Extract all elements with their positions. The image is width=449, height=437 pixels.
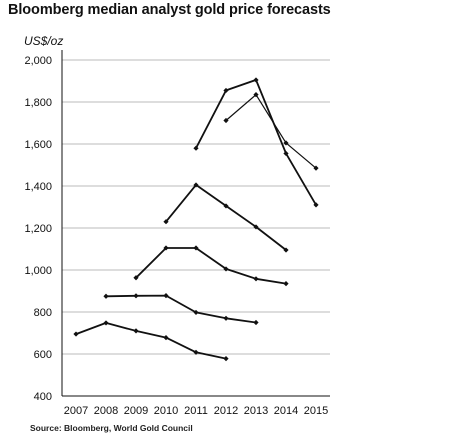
data-point-marker (223, 117, 229, 124)
axes (61, 50, 330, 397)
series-5 (193, 77, 319, 208)
chart-title: Bloomberg median analyst gold price fore… (8, 2, 331, 18)
data-point-marker (223, 203, 229, 209)
data-point-marker (73, 331, 79, 337)
x-tick-label: 2008 (94, 405, 118, 417)
data-point-marker (223, 315, 229, 321)
data-point-marker (133, 275, 139, 281)
data-point-marker (163, 245, 169, 251)
x-tick-label: 2014 (274, 405, 298, 417)
y-tick-label: 800 (34, 307, 52, 319)
series-line (75, 321, 227, 360)
series-2 (103, 293, 259, 326)
y-tick-label: 1,600 (24, 139, 52, 151)
x-tick-label: 2007 (64, 405, 88, 417)
data-point-marker (253, 276, 259, 282)
data-point-marker (193, 245, 199, 251)
data-point-marker (253, 319, 259, 326)
data-point-marker (283, 150, 289, 157)
series-lines (73, 77, 319, 362)
data-point-marker (223, 87, 229, 94)
data-point-marker (163, 219, 169, 225)
y-tick-label: 400 (34, 391, 52, 403)
data-point-marker (193, 145, 199, 151)
series-1 (73, 320, 229, 362)
y-tick-label: 1,400 (24, 181, 52, 193)
data-point-marker (103, 320, 109, 326)
data-point-marker (133, 293, 139, 299)
x-tick-label: 2012 (214, 405, 238, 417)
data-point-marker (133, 328, 139, 334)
series-6 (223, 92, 319, 171)
data-point-marker (313, 202, 319, 208)
data-point-marker (313, 165, 319, 171)
y-tick-label: 600 (34, 349, 52, 361)
y-tick-label: 2,000 (24, 55, 52, 67)
data-point-marker (193, 182, 199, 188)
data-point-marker (193, 349, 199, 355)
tick-labels: 400 600 800 1,000 1,200 1,400 1,600 1,800 2,000 2… (24, 55, 328, 417)
y-tick-label: 1,000 (24, 265, 52, 277)
grid-lines (62, 59, 330, 355)
data-point-marker (253, 92, 259, 98)
data-point-marker (223, 356, 229, 362)
y-axis-unit-label: US$/oz (24, 34, 64, 48)
x-tick-label: 2013 (244, 405, 268, 417)
series-line (135, 247, 287, 285)
series-line (165, 183, 287, 251)
data-point-marker (283, 247, 289, 253)
series-3 (133, 245, 289, 287)
data-point-marker (163, 335, 169, 341)
x-tick-label: 2009 (124, 405, 148, 417)
y-tick-label: 1,200 (24, 223, 52, 235)
series-line (105, 294, 257, 324)
data-point-marker (283, 281, 289, 287)
x-tick-label: 2010 (154, 405, 178, 417)
series-4 (163, 182, 289, 253)
data-point-marker (253, 224, 259, 230)
data-point-marker (193, 309, 199, 316)
data-point-marker (253, 77, 259, 83)
data-point-marker (163, 293, 169, 299)
data-point-marker (223, 266, 229, 272)
data-point-marker (283, 140, 289, 146)
x-tick-label: 2015 (304, 405, 328, 417)
data-point-marker (103, 293, 109, 299)
x-tick-label: 2011 (184, 405, 208, 417)
y-tick-label: 1,800 (24, 97, 52, 109)
series-line (225, 94, 317, 169)
source-note: Source: Bloomberg, World Gold Council (30, 423, 193, 433)
